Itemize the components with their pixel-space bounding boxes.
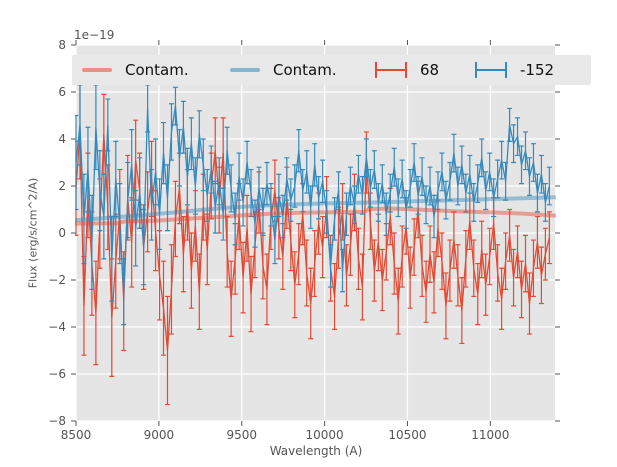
legend: Contam. Contam. 68 -152 xyxy=(72,55,591,85)
y-tick-label: 6 xyxy=(58,84,66,99)
y-tick-label: −8 xyxy=(48,413,66,428)
legend-label: -152 xyxy=(520,61,555,79)
x-tick-label: 10000 xyxy=(305,428,344,442)
blue-errorbar-swatch xyxy=(475,62,507,78)
x-tick-label: 10500 xyxy=(388,428,427,442)
red-errorbar-swatch xyxy=(375,62,407,78)
y-tick-label: 2 xyxy=(58,178,66,193)
blue-contam-line-swatch xyxy=(230,68,260,72)
y-axis-label: Flux (erg/s/cm^2/A) xyxy=(26,177,40,289)
x-tick-label: 9500 xyxy=(226,428,258,442)
y-tick-label: −4 xyxy=(48,319,66,334)
y-tick-label: 8 xyxy=(58,37,66,52)
legend-item-contam-blue: Contam. xyxy=(230,55,337,85)
red-contam-line-swatch xyxy=(82,68,112,72)
y-tick-label: 0 xyxy=(58,225,66,240)
legend-label: Contam. xyxy=(125,61,189,79)
legend-item-minus-152: -152 xyxy=(475,55,554,85)
x-tick-label: 9000 xyxy=(143,428,175,442)
x-tick-label: 11000 xyxy=(471,428,510,442)
y-tick-label: 4 xyxy=(58,131,66,146)
x-tick-label: 8500 xyxy=(60,428,92,442)
y-tick-label: −6 xyxy=(48,366,66,381)
legend-item-contam-red: Contam. xyxy=(82,55,189,85)
legend-item-68: 68 xyxy=(375,55,439,85)
legend-label: 68 xyxy=(420,61,440,79)
y-tick-label: −2 xyxy=(48,272,66,287)
legend-label: Contam. xyxy=(273,61,337,79)
y-axis-offset-label: 1e−19 xyxy=(74,28,115,42)
x-axis-label: Wavelength (A) xyxy=(269,444,363,458)
